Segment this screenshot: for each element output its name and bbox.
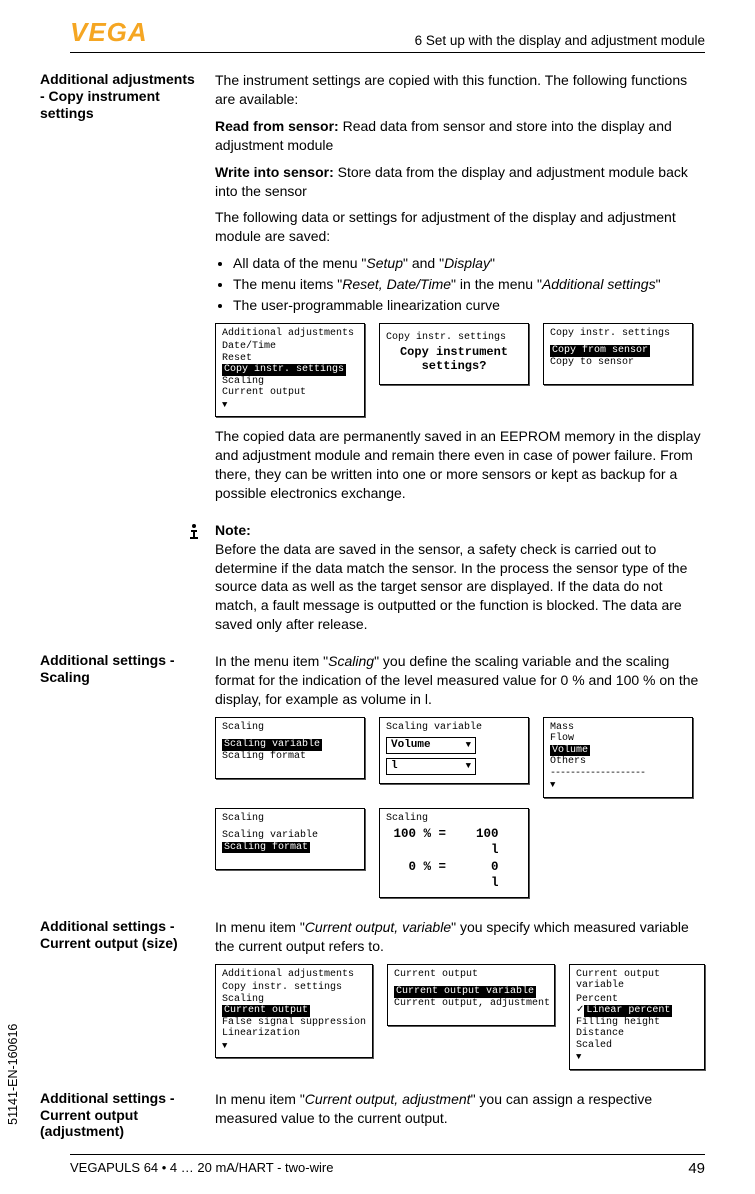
saved-intro: The following data or settings for adjus… xyxy=(215,208,705,246)
page-header: VEGA 6 Set up with the display and adjus… xyxy=(70,15,705,53)
brand-logo: VEGA xyxy=(70,15,148,50)
product-line: VEGAPULS 64 • 4 … 20 mA/HART - two-wire xyxy=(70,1159,333,1177)
screen-copy-question: Copy instr. settings Copy instrument set… xyxy=(379,323,529,385)
side-label-current-size: Additional settings - Current output (si… xyxy=(40,918,215,1080)
side-label-current-adjust: Additional settings - Current output (ad… xyxy=(40,1090,215,1140)
write-sensor: Write into sensor: Store data from the d… xyxy=(215,163,705,201)
body-scaling: In the menu item "Scaling" you define th… xyxy=(215,652,705,908)
screens-scaling-2: Scaling Scaling variable Scaling format … xyxy=(215,808,705,899)
screen-scaling-values: Scaling 100 % = 100 l 0 % = 0 l xyxy=(379,808,529,899)
screens-scaling-1: Scaling Scaling variable Scaling format … xyxy=(215,717,705,798)
screen-current-output: Current output Current output variable C… xyxy=(387,964,555,1026)
read-sensor: Read from sensor: Read data from sensor … xyxy=(215,117,705,155)
body-current-size: In menu item "Current output, variable" … xyxy=(215,918,705,1080)
chapter-title: 6 Set up with the display and adjustment… xyxy=(415,32,705,50)
screen-scaling-format-menu: Scaling Scaling variable Scaling format xyxy=(215,808,365,870)
screen-additional-adjustments: Additional adjustments Date/Time Reset C… xyxy=(215,323,365,417)
note-icon xyxy=(40,521,215,642)
doc-id-vertical: 51141-EN-160616 xyxy=(5,1023,22,1124)
screen-current-variable: Current output variable Percent ✓Linear … xyxy=(569,964,705,1070)
bullet-3: The user-programmable linearization curv… xyxy=(233,296,705,315)
body-current-adjust: In menu item "Current output, adjustment… xyxy=(215,1090,705,1140)
intro-text: The instrument settings are copied with … xyxy=(215,71,705,109)
screen-current-menu: Additional adjustments Copy instr. setti… xyxy=(215,964,373,1058)
side-label-scaling: Additional settings - Scaling xyxy=(40,652,215,908)
page-footer: VEGAPULS 64 • 4 … 20 mA/HART - two-wire … xyxy=(70,1154,705,1179)
screens-current: Additional adjustments Copy instr. setti… xyxy=(215,964,705,1070)
screen-scaling-menu: Scaling Scaling variable Scaling format xyxy=(215,717,365,779)
bullet-1: All data of the menu "Setup" and "Displa… xyxy=(233,254,705,273)
body-copy-settings: The instrument settings are copied with … xyxy=(215,71,705,511)
copied-text: The copied data are permanently saved in… xyxy=(215,427,705,503)
screen-scaling-variable: Scaling variable Volume▼ l▼ xyxy=(379,717,529,784)
side-label-copy-settings: Additional adjustments - Copy instrument… xyxy=(40,71,215,511)
bullet-2: The menu items "Reset, Date/Time" in the… xyxy=(233,275,705,294)
screens-copy: Additional adjustments Date/Time Reset C… xyxy=(215,323,705,417)
screen-scaling-options: Mass Flow Volume Others ----------------… xyxy=(543,717,693,798)
note-body: Note: Before the data are saved in the se… xyxy=(215,521,705,642)
page-number: 49 xyxy=(688,1159,705,1179)
screen-copy-direction: Copy instr. settings Copy from sensor Co… xyxy=(543,323,693,385)
note-heading: Note: xyxy=(215,522,251,538)
note-text: Before the data are saved in the sensor,… xyxy=(215,541,687,633)
